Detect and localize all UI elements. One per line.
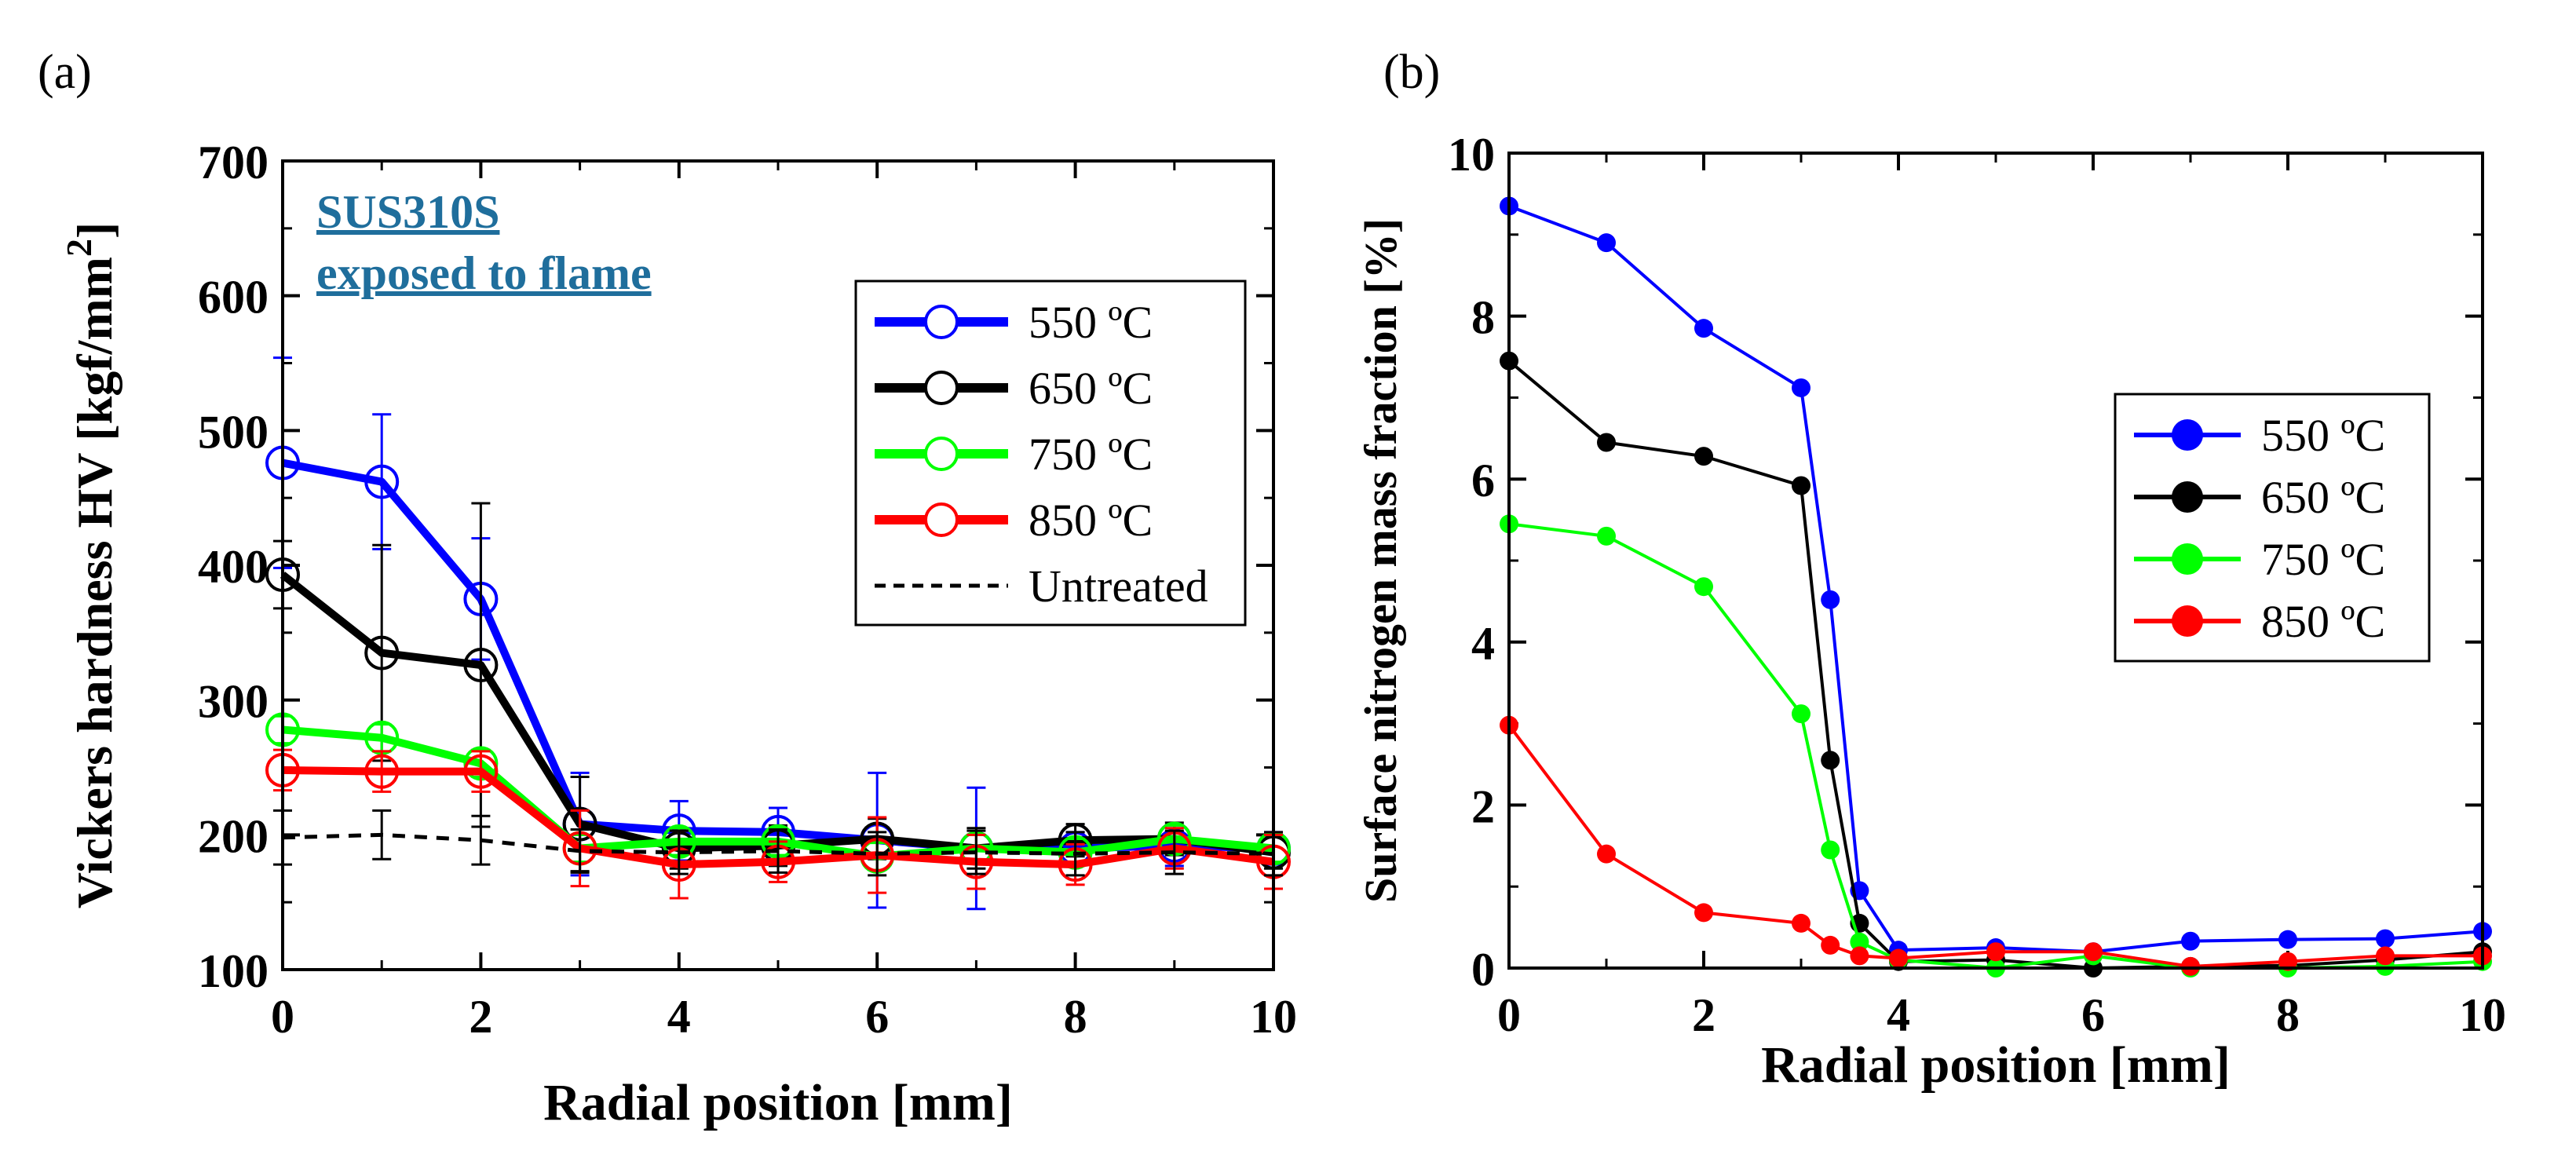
legend-marker (2172, 419, 2203, 451)
data-point (364, 635, 400, 671)
data-point (2376, 946, 2395, 966)
data-point (1792, 704, 1811, 724)
data-point (1889, 948, 1908, 968)
y-tick-label: 2 (1471, 780, 1495, 832)
data-point (1694, 447, 1713, 466)
x-tick-label: 4 (667, 991, 691, 1043)
x-tick-label: 6 (865, 991, 889, 1043)
data-point (1694, 577, 1713, 597)
y-tick-label: 400 (198, 541, 269, 593)
data-point (364, 464, 400, 499)
panel-a-x-axis-label: Radial position [mm] (543, 1074, 1013, 1131)
legend-marker (2172, 481, 2203, 513)
data-point (1597, 526, 1616, 546)
y-tick-label: 6 (1471, 455, 1495, 506)
data-point (1694, 319, 1713, 338)
legend-label: 550 ºC (1029, 297, 1153, 348)
legend-box (2114, 393, 2431, 663)
data-point (2278, 930, 2297, 949)
annotation-material: SUS310S (316, 186, 499, 238)
data-point (2278, 952, 2297, 971)
data-point (1850, 932, 1869, 952)
y-tick-label: 700 (198, 137, 269, 188)
data-point (1821, 751, 1840, 770)
data-point (2084, 942, 2103, 962)
panel-b-series (1500, 196, 2492, 977)
legend-label: 750 ºC (2261, 534, 2385, 585)
series-line (282, 832, 1274, 856)
data-point (1597, 233, 1616, 253)
data-point (2376, 929, 2395, 948)
y-tick-label: 0 (1471, 944, 1495, 996)
x-tick-label: 8 (1064, 991, 1087, 1043)
panel-a-y-axis-label-end: ] (67, 222, 122, 239)
data-point (2181, 931, 2200, 951)
x-tick-label: 10 (2459, 989, 2506, 1041)
legend-label: 650 ºC (2261, 472, 2385, 523)
panel-a-tick-labels: 0 2 4 6 8 10 100 200 300 400 500 600 700 (198, 137, 1297, 1043)
panel-a-legend: 550 ºC 650 ºC 750 ºC 850 ºC Untreated (854, 280, 1247, 627)
data-point (1821, 840, 1840, 860)
legend-label: 850 ºC (2261, 596, 2385, 647)
panel-a: (a) 0 2 4 6 8 10 100 200 300 400 500 600 700 Radial … (38, 46, 1297, 1131)
y-tick-label: 8 (1471, 292, 1495, 344)
y-tick-label: 10 (1448, 129, 1495, 181)
legend-marker (924, 371, 959, 405)
x-tick-label: 8 (2276, 989, 2300, 1041)
panel-a-plot-frame (281, 159, 1275, 971)
panel-b-legend: 550 ºC 650 ºC 750 ºC 850 ºC (2114, 393, 2431, 663)
legend-marker (924, 502, 959, 537)
y-tick-label: 300 (198, 676, 269, 728)
panel-a-y-axis-label-main: Vickers hardness HV [kgf/mm (67, 257, 122, 908)
series-850-c (1500, 715, 2492, 976)
series-line (1507, 724, 2483, 968)
data-point (1850, 946, 1869, 966)
data-point (1821, 935, 1840, 955)
x-tick-label: 4 (1887, 989, 1910, 1041)
x-tick-label: 0 (271, 991, 294, 1043)
data-point (1792, 378, 1811, 397)
legend-marker (2172, 605, 2203, 637)
data-point (1694, 903, 1713, 923)
data-point (1792, 476, 1811, 495)
legend-label: 650 ºC (1029, 363, 1153, 414)
data-point (2181, 956, 2200, 976)
data-point (463, 648, 499, 683)
legend-label: 850 ºC (1029, 495, 1153, 546)
x-tick-label: 10 (1250, 991, 1297, 1043)
data-point (463, 754, 499, 789)
legend-marker (2172, 543, 2203, 575)
data-point (1821, 590, 1840, 609)
legend-marker (924, 305, 959, 339)
y-tick-label: 600 (198, 272, 269, 323)
data-point (1792, 913, 1811, 933)
data-point (1597, 844, 1616, 864)
panel-b-plot-frame (1507, 152, 2484, 970)
x-tick-label: 2 (1692, 989, 1716, 1041)
legend-marker (924, 437, 959, 471)
legend-label: 550 ºC (2261, 410, 2385, 461)
x-tick-label: 0 (1497, 989, 1521, 1041)
y-tick-label: 200 (198, 810, 269, 862)
panel-a-y-axis-label-sup: 2 (59, 239, 99, 257)
data-point (1597, 433, 1616, 452)
data-point (364, 754, 400, 789)
data-point (1986, 942, 2005, 962)
y-tick-label: 100 (198, 945, 269, 997)
legend-label: Untreated (1029, 561, 1208, 612)
panel-b-label: (b) (1383, 46, 1440, 99)
x-tick-label: 6 (2081, 989, 2105, 1041)
panel-b-y-axis-label: Surface nitrogen mass fraction [%] (1355, 218, 1406, 903)
legend-label: 750 ºC (1029, 429, 1153, 480)
x-tick-label: 2 (469, 991, 492, 1043)
annotation-condition: exposed to flame (316, 247, 652, 299)
y-tick-label: 4 (1471, 618, 1495, 670)
panel-a-label: (a) (38, 46, 92, 99)
panel-b-tick-labels: 0 2 4 6 8 10 0 2 4 6 8 10 (1448, 129, 2506, 1041)
y-tick-label: 500 (198, 406, 269, 458)
panel-b-x-axis-label: Radial position [mm] (1761, 1036, 2231, 1094)
panel-a-y-axis-label: Vickers hardness HV [kgf/mm2] (59, 222, 122, 909)
